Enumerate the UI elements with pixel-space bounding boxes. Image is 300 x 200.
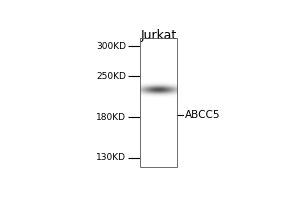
Text: 180KD: 180KD [96,113,126,122]
Text: Jurkat: Jurkat [140,29,176,42]
Bar [140,38,177,167]
Text: ABCC5: ABCC5 [185,110,220,120]
Text: 300KD: 300KD [96,42,126,51]
Bar [140,38,177,167]
Text: 250KD: 250KD [96,72,126,81]
Text: 130KD: 130KD [96,153,126,162]
